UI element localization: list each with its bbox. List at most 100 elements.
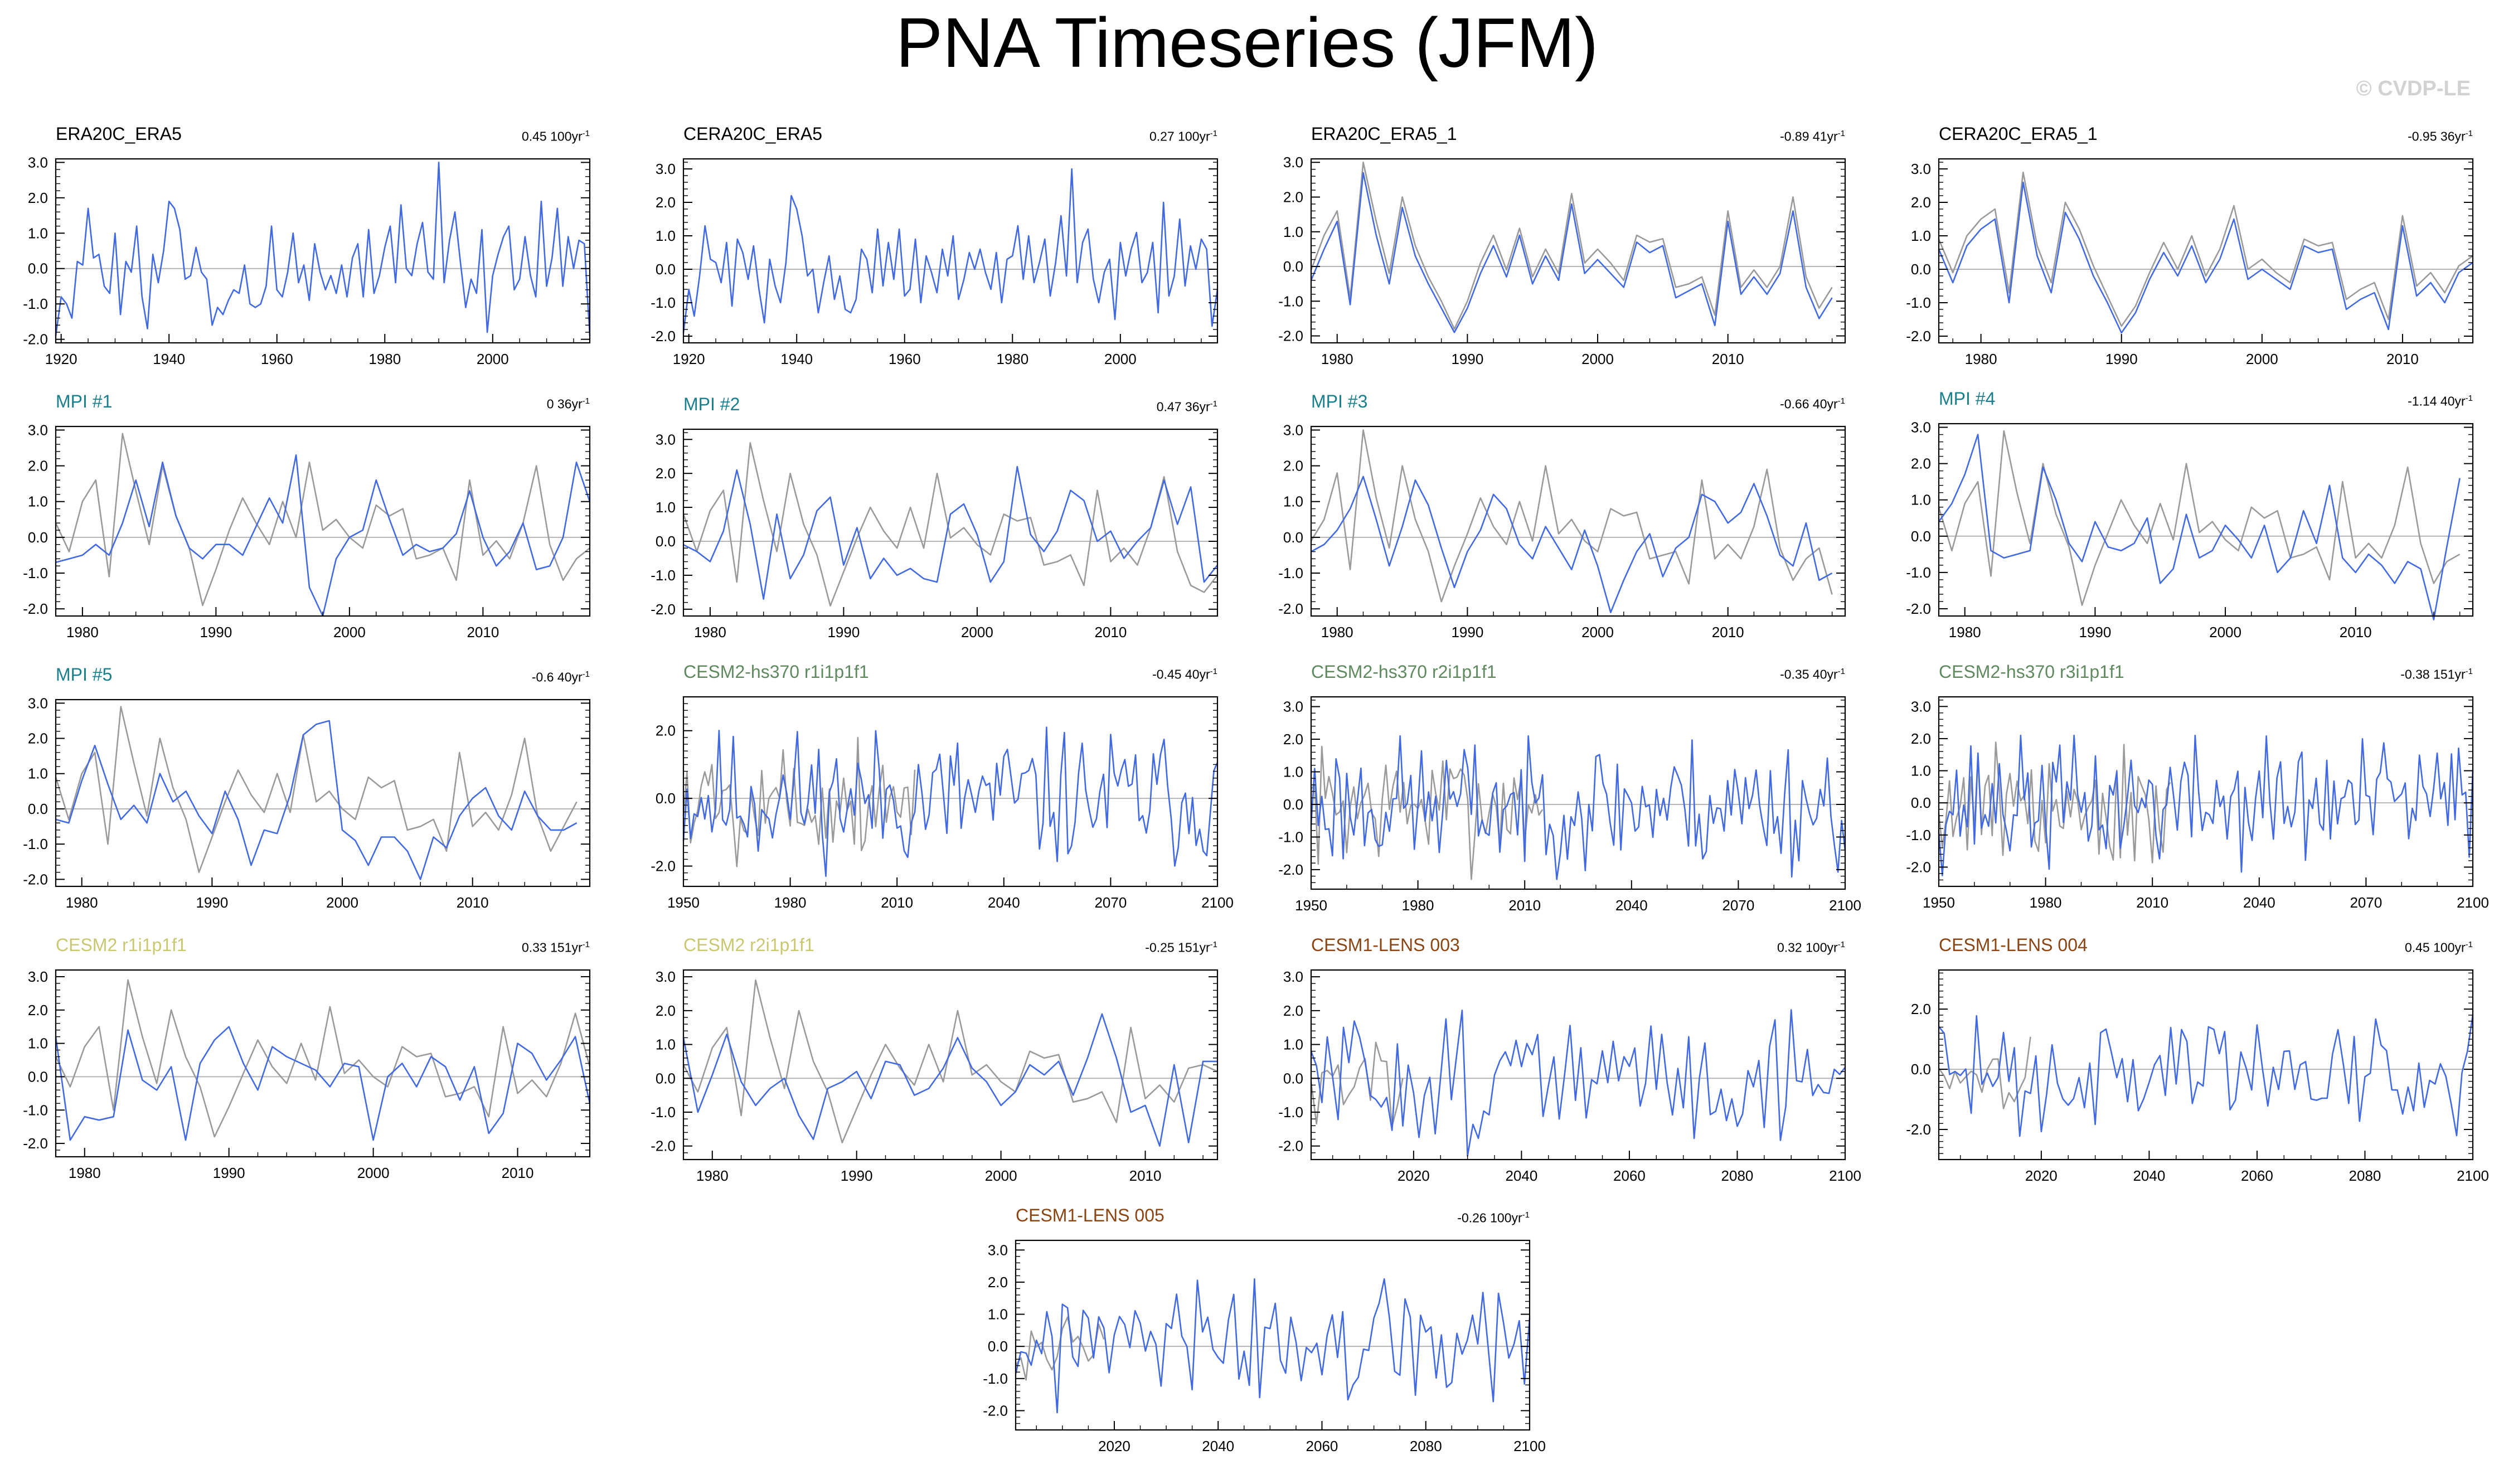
panel-title: MPI #4 [1939,389,1996,409]
y-tick-label: -2.0 [1278,861,1303,878]
trend-label: -0.38 151yr-1 [2400,663,2473,683]
chart-panel: CESM2 r1i1p1f1 0.33 151yr-1 3.0 2.0 1.0 0.0 -1… [0,931,606,1201]
y-tick-label: 0.0 [1283,1070,1303,1087]
x-tick-label: 1980 [1321,624,1353,641]
x-tick-label: 1980 [696,1167,729,1184]
panel-title: MPI #2 [683,394,740,414]
panel-title: MPI #1 [56,391,113,411]
x-tick-label: 1990 [2079,624,2111,641]
trend-label: -0.25 151yr-1 [1145,937,1217,956]
y-tick-label: 3.0 [1283,968,1303,985]
y-tick-label: -2.0 [23,600,48,617]
x-tick-label: 1920 [45,351,77,367]
trend-exponent: -1 [582,396,590,406]
y-tick-label: -1.0 [983,1370,1008,1387]
obs-series-line [1311,745,1544,880]
plot-frame [1015,1239,1531,1431]
y-tick-label: 0.0 [1911,528,1931,545]
chart-svg: 3.0 2.0 1.0 0.0 -1.0 -2.0 1980 1990 2000 2010 [23,968,591,1181]
x-tick-label: 2100 [2457,894,2489,911]
y-tick-label: 2.0 [1911,455,1931,472]
trend-value: -0.26 [1457,1210,1487,1225]
x-tick-label: 2000 [985,1167,1017,1184]
panel-title: CESM1-LENS 005 [1016,1205,1164,1225]
y-tick-label: -1.0 [23,1102,48,1118]
x-tick-label: 2060 [1306,1438,1338,1454]
model-series-line [1938,434,2461,620]
y-tick-label: 2.0 [28,458,48,474]
obs-series-line [682,442,1219,607]
trend-unit: 40yr [1812,667,1838,682]
trend-label: -0.35 40yr-1 [1780,663,1845,683]
x-tick-label: 2060 [1613,1167,1646,1184]
y-tick-label: 0.0 [988,1338,1008,1355]
plot-frame [1310,696,1846,890]
y-tick-label: 1.0 [1911,227,1931,244]
trend-label: -1.14 40yr-1 [2408,390,2473,410]
x-tick-label: 2040 [2133,1167,2165,1184]
x-tick-label: 2100 [2457,1167,2489,1184]
x-tick-label: 2000 [2246,351,2278,367]
x-tick-label: 2080 [1721,1167,1754,1184]
chart-svg: 3.0 2.0 1.0 0.0 -1.0 -2.0 1980 1990 2000 2010 [1278,421,1846,641]
plot-frame [1310,425,1846,617]
x-tick-label: 1960 [261,351,293,367]
panel-title: MPI #5 [56,665,113,685]
x-tick-label: 2010 [2386,351,2419,367]
model-series-line [55,1026,591,1141]
y-tick-label: 1.0 [656,499,676,516]
y-tick-label: 2.0 [1283,1002,1303,1019]
trend-unit: 36yr [2440,129,2466,144]
chart-panel: MPI #5 -0.6 40yr-1 3.0 2.0 1.0 0.0 -1.0 -2.0 198… [0,661,606,931]
y-tick-label: -2.0 [651,858,676,875]
y-tick-label: 1.0 [988,1306,1008,1323]
trend-label: 0.45 100yr-1 [2405,937,2473,956]
x-tick-label: 2010 [2340,624,2372,641]
chart-svg: 3.0 2.0 1.0 0.0 -1.0 -2.0 1950 1980 2010 2040 2070… [1278,696,1861,914]
y-tick-label: 1.0 [1283,493,1303,510]
x-tick-label: 1950 [1295,897,1327,914]
x-tick-label: 1980 [694,624,726,641]
y-tick-label: 2.0 [988,1274,1008,1291]
model-series-line [1938,734,2474,876]
x-tick-label: 1940 [780,351,813,367]
y-tick-label: -1.0 [23,295,48,312]
plot-frame [55,425,591,617]
y-tick-label: -2.0 [1906,328,1931,345]
x-tick-label: 2010 [881,894,913,911]
y-tick-label: 3.0 [28,695,48,711]
y-tick-label: 0.0 [656,533,676,550]
model-series-line [55,162,591,336]
y-tick-label: 2.0 [1911,730,1931,747]
x-tick-label: 1990 [1451,624,1483,641]
model-series-line [1015,1278,1531,1414]
model-series-line [55,720,578,880]
y-tick-label: 3.0 [1283,699,1303,715]
y-tick-label: -1.0 [1906,564,1931,581]
x-tick-label: 2060 [2241,1167,2273,1184]
trend-exponent: -1 [1210,399,1217,409]
x-tick-label: 2010 [1712,624,1744,641]
trend-label: 0.45 100yr-1 [522,125,590,145]
y-tick-label: 3.0 [28,968,48,985]
chart-svg: 3.0 2.0 1.0 0.0 -1.0 -2.0 1980 1990 2000 2010 [23,421,591,641]
chart-panel: CERA20C_ERA5 0.27 100yr-1 3.0 2.0 1.0 0.0 -1.0… [628,120,1234,387]
trend-unit: 100yr [1178,129,1210,144]
y-tick-label: 2.0 [1911,194,1931,211]
chart-svg: 2.0 0.0 -2.0 2020 2040 2060 2080 2100 [1906,969,2489,1184]
trend-exponent: -1 [1210,940,1217,949]
plot-frame [1938,423,2474,617]
obs-series-line [1938,171,2473,327]
trend-value: -0.6 [531,670,554,685]
model-series-line [1938,1015,2474,1137]
plot-frame [1310,969,1846,1161]
y-tick-label: 1.0 [656,227,676,244]
panel-title: CESM2-hs370 r1i1p1f1 [683,662,869,682]
x-tick-label: 2000 [2209,624,2241,641]
x-tick-label: 2000 [477,351,509,367]
trend-value: 0.47 [1156,399,1182,414]
y-tick-label: -1.0 [1906,827,1931,843]
y-tick-label: 1.0 [1911,763,1931,779]
x-tick-label: 1980 [996,351,1028,367]
y-tick-label: 0.0 [1283,796,1303,813]
